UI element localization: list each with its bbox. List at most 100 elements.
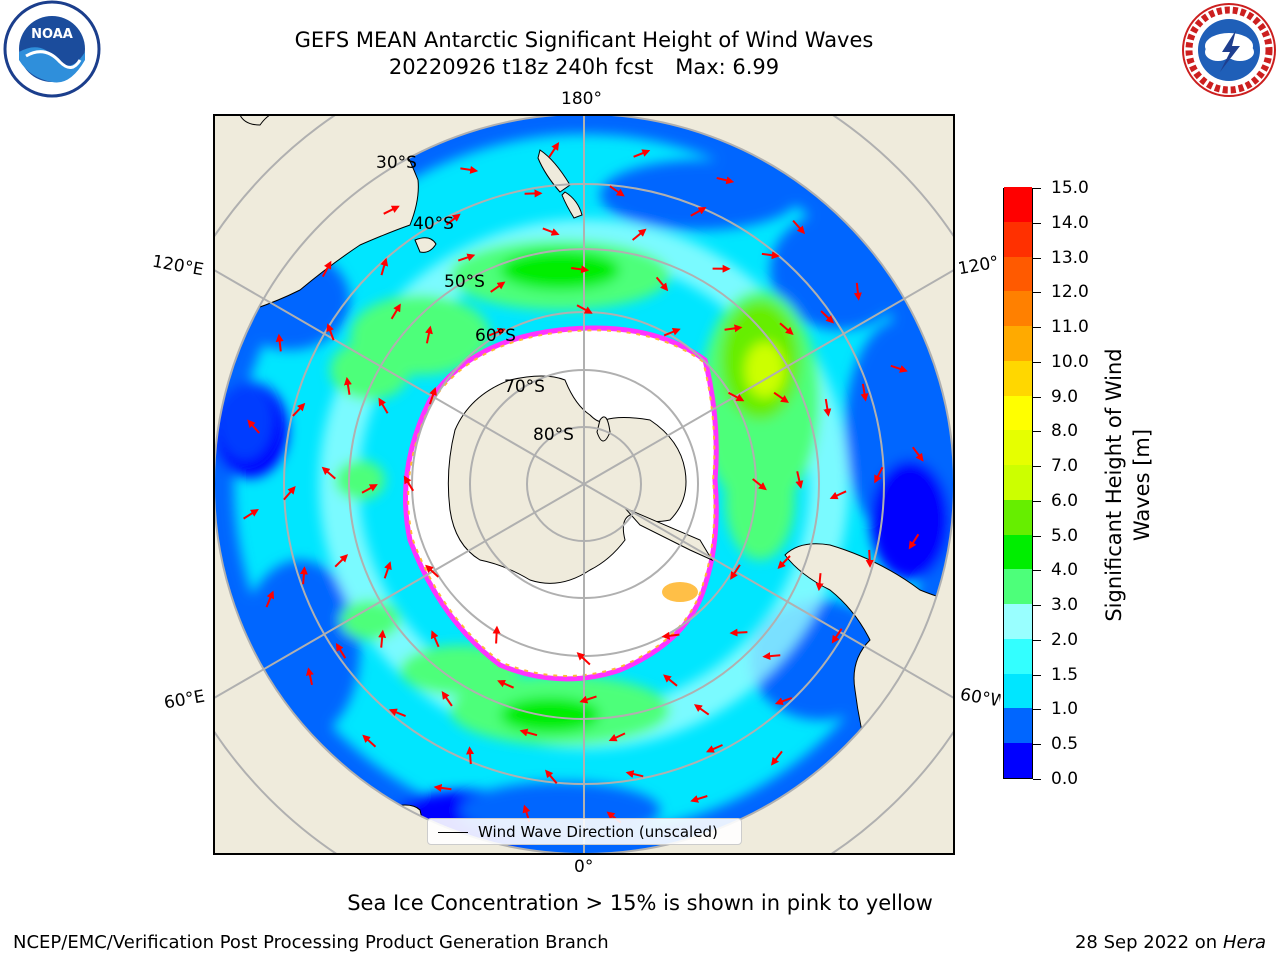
colorbar-tick-label: 3.0 bbox=[1051, 595, 1079, 616]
colorbar-tick bbox=[1033, 396, 1041, 398]
legend-label: Wind Wave Direction (unscaled) bbox=[478, 823, 718, 841]
wind-wave-arrow bbox=[380, 257, 389, 276]
colorbar-tick-label: 5.0 bbox=[1051, 525, 1079, 546]
max-value-label: Max: 6.99 bbox=[675, 55, 780, 79]
colorbar-segment bbox=[1004, 708, 1032, 744]
wind-wave-arrow bbox=[730, 564, 741, 580]
wind-wave-arrow bbox=[890, 364, 908, 373]
colorbar-tick bbox=[1033, 500, 1041, 502]
wind-wave-arrow bbox=[853, 282, 862, 301]
colorbar-tick bbox=[1033, 709, 1041, 711]
colorbar-tick bbox=[1033, 639, 1041, 641]
colorbar-segment bbox=[1004, 673, 1032, 709]
lat-label-60s: 60°S bbox=[475, 326, 516, 346]
colorbar-segment bbox=[1004, 464, 1032, 500]
colorbar-tick bbox=[1033, 779, 1041, 780]
wind-wave-arrow bbox=[609, 185, 625, 197]
map-frame bbox=[213, 114, 955, 855]
colorbar-tick-label: 8.0 bbox=[1051, 421, 1079, 442]
wind-wave-arrow bbox=[497, 679, 515, 689]
wind-wave-arrow bbox=[545, 769, 558, 784]
colorbar-segment bbox=[1004, 256, 1032, 292]
wind-wave-arrow bbox=[361, 484, 378, 494]
wind-wave-arrow bbox=[752, 478, 767, 491]
wind-wave-arrow bbox=[283, 485, 296, 501]
wind-wave-arrow bbox=[831, 628, 843, 644]
new-zealand bbox=[537, 149, 571, 193]
wind-wave-arrow bbox=[403, 475, 415, 492]
wind-wave-arrow bbox=[445, 213, 461, 226]
wind-wave-arrow bbox=[779, 322, 794, 336]
wind-wave-arrow bbox=[625, 770, 644, 778]
wind-wave-arrow bbox=[466, 746, 475, 765]
colorbar-tick-label: 11.0 bbox=[1051, 317, 1089, 338]
wind-wave-arrow bbox=[576, 652, 591, 666]
wind-wave-arrow bbox=[761, 251, 780, 260]
wind-wave-arrow bbox=[326, 323, 335, 341]
lat-label-50s: 50°S bbox=[444, 272, 485, 292]
colorbar-tick bbox=[1033, 222, 1041, 224]
wind-wave-arrow bbox=[631, 228, 647, 241]
wind-wave-arrow bbox=[388, 708, 406, 718]
wind-wave-arrow bbox=[321, 260, 332, 278]
colorbar-segment bbox=[1004, 290, 1032, 327]
antarctica-landmass bbox=[447, 375, 687, 584]
wind-wave-arrow bbox=[815, 573, 824, 592]
wind-wave-arrow bbox=[321, 466, 336, 480]
wind-wave-arrow bbox=[390, 303, 401, 320]
wind-wave-arrow bbox=[490, 281, 506, 293]
colorbar-segment bbox=[1004, 499, 1032, 535]
wind-wave-arrow bbox=[690, 207, 707, 217]
colorbar-tick-label: 6.0 bbox=[1051, 490, 1079, 511]
wind-wave-arrow bbox=[343, 376, 352, 395]
colorbar-label: Significant Height of Wind Waves [m] bbox=[1102, 348, 1154, 622]
lat-label-40s: 40°S bbox=[413, 214, 454, 234]
wind-wave-arrow bbox=[770, 750, 783, 766]
wind-wave-arrow bbox=[433, 783, 452, 792]
wind-wave-arrow bbox=[795, 471, 804, 489]
wind-wave-arrow bbox=[690, 795, 708, 803]
colorbar-tick-label: 7.0 bbox=[1051, 456, 1079, 477]
colorbar-segment bbox=[1004, 568, 1032, 605]
wind-wave-arrow bbox=[383, 205, 400, 215]
wind-wave-arrow bbox=[335, 642, 347, 659]
colorbar-segment bbox=[1004, 638, 1032, 674]
wind-wave-arrow bbox=[362, 734, 377, 748]
wind-wave-arrow bbox=[774, 696, 793, 706]
wind-wave-arrow bbox=[247, 419, 260, 434]
map-legend: Wind Wave Direction (unscaled) bbox=[427, 818, 742, 845]
wind-wave-arrow bbox=[378, 629, 387, 648]
colorbar-tick-label: 0.5 bbox=[1051, 734, 1079, 755]
legend-line-sample bbox=[438, 832, 468, 833]
wind-wave-arrow bbox=[488, 328, 506, 337]
colorbar-segment bbox=[1004, 325, 1032, 361]
colorbar-tick bbox=[1033, 257, 1041, 259]
wind-wave-arrow bbox=[728, 391, 745, 402]
colorbar-segment bbox=[1004, 603, 1032, 639]
wind-wave-arrow bbox=[823, 398, 832, 417]
wind-wave-arrow bbox=[425, 564, 439, 578]
colorbar-tick-label: 0.0 bbox=[1051, 769, 1079, 789]
wind-wave-arrow bbox=[292, 402, 306, 417]
wind-wave-arrow bbox=[299, 566, 308, 585]
noaa-logo-icon: NOAA bbox=[3, 0, 101, 98]
map-title: GEFS MEAN Antarctic Significant Height o… bbox=[294, 28, 874, 52]
colorbar-tick bbox=[1033, 570, 1041, 572]
colorbar-tick-label: 2.0 bbox=[1051, 629, 1079, 650]
lat-label-70s: 70°S bbox=[504, 377, 545, 397]
wind-wave-arrow bbox=[663, 328, 681, 337]
wind-wave-arrow bbox=[693, 704, 710, 716]
footer-timestamp: 28 Sep 2022 on Hera bbox=[1075, 932, 1266, 953]
colorbar bbox=[1003, 186, 1033, 779]
colorbar-tick bbox=[1033, 431, 1041, 433]
wind-wave-arrow bbox=[305, 667, 314, 686]
sea-ice-note: Sea Ice Concentration > 15% is shown in … bbox=[347, 891, 933, 915]
wind-wave-arrow bbox=[908, 533, 920, 550]
wind-wave-arrow bbox=[275, 333, 284, 352]
wind-wave-arrow bbox=[633, 149, 651, 158]
wind-wave-arrow bbox=[860, 383, 869, 402]
wind-wave-arrow bbox=[911, 446, 924, 462]
sea-ice-edge bbox=[403, 325, 719, 682]
colorbar-segment bbox=[1004, 742, 1032, 778]
